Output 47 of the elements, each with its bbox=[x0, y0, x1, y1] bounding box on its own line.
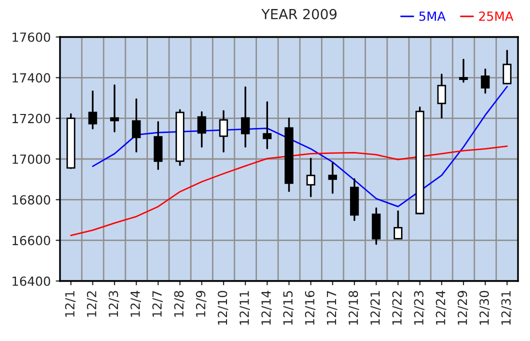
x-tick-label: 12/2 bbox=[86, 291, 98, 317]
x-tick-label: 12/22 bbox=[392, 291, 403, 325]
candlestick bbox=[262, 101, 272, 150]
y-tick-label: 17400 bbox=[12, 73, 50, 83]
x-tick-label: 12/30 bbox=[479, 290, 490, 325]
candlestick bbox=[240, 86, 250, 148]
candlestick bbox=[132, 98, 141, 153]
candlestick bbox=[197, 111, 206, 148]
x-tick-label: 12/7 bbox=[152, 291, 163, 317]
line-series bbox=[92, 86, 508, 208]
y-tick-label: 16400 bbox=[12, 276, 50, 286]
x-tick-label: 12/11 bbox=[240, 291, 250, 325]
y-tick-label: 17000 bbox=[12, 154, 50, 164]
x-tick-label: 12/9 bbox=[196, 290, 206, 317]
y-tick-label: 17600 bbox=[12, 32, 50, 42]
x-tick-label: 12/18 bbox=[348, 290, 360, 325]
x-tick-label: 12/10 bbox=[218, 290, 228, 325]
x-tick-label: 12/24 bbox=[436, 290, 446, 325]
x-tick-label: 12/14 bbox=[261, 290, 272, 325]
y-tick-label: 16800 bbox=[12, 195, 50, 205]
x-tick-label: 12/17 bbox=[326, 291, 338, 325]
candlestick bbox=[480, 68, 490, 94]
x-tick-label: 12/1 bbox=[65, 291, 76, 317]
legend-label: 5MA bbox=[419, 12, 446, 21]
x-tick-label: 12/8 bbox=[174, 290, 185, 317]
y-tick-label: 17200 bbox=[12, 114, 50, 124]
y-tick-label: 16600 bbox=[12, 236, 50, 246]
candlestick bbox=[328, 162, 338, 194]
x-tick-label: 12/15 bbox=[283, 291, 294, 325]
legend-label: 25MA bbox=[479, 11, 514, 21]
candlestick bbox=[110, 84, 119, 132]
x-tick-label: 12/3 bbox=[108, 291, 120, 317]
line-series bbox=[70, 145, 508, 236]
candlestick bbox=[394, 210, 402, 240]
x-tick-label: 12/29 bbox=[458, 290, 468, 325]
chart-title: YEAR 2009 bbox=[261, 8, 337, 20]
x-tick-label: 12/16 bbox=[304, 290, 316, 325]
candlestick bbox=[437, 74, 446, 119]
x-tick-label: 12/23 bbox=[414, 291, 424, 325]
candlestick bbox=[502, 50, 512, 84]
candlestick bbox=[306, 158, 316, 198]
x-tick-label: 12/31 bbox=[501, 291, 512, 325]
candlestick bbox=[219, 110, 228, 153]
x-tick-label: 12/4 bbox=[130, 290, 141, 317]
x-tick-label: 12/21 bbox=[370, 291, 381, 325]
candlestick bbox=[88, 90, 98, 130]
candlestick bbox=[459, 58, 468, 83]
